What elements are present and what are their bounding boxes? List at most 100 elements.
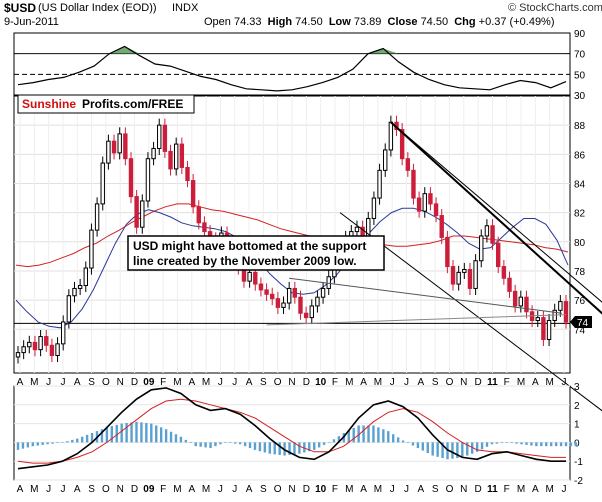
chart-name: (US Dollar Index (EOD)) bbox=[38, 2, 157, 14]
macd-x-label: N bbox=[288, 484, 295, 495]
macd-histogram-bar bbox=[253, 442, 257, 450]
macd-x-label: O bbox=[274, 484, 282, 495]
macd-tick-label: 1 bbox=[574, 420, 580, 431]
chart-symbol: $USD bbox=[4, 1, 37, 15]
macd-histogram-bar bbox=[71, 439, 74, 443]
chart-date: 9-Jun-2011 bbox=[4, 16, 59, 28]
macd-histogram-bar bbox=[416, 442, 420, 449]
candle-down bbox=[298, 296, 303, 314]
candle-up bbox=[518, 296, 524, 307]
candle-up bbox=[422, 193, 427, 212]
macd-histogram-bar bbox=[549, 442, 553, 447]
open-label: Open bbox=[204, 16, 231, 28]
macd-x-label: A bbox=[188, 484, 195, 495]
macd-histogram-bar bbox=[510, 442, 513, 444]
oscillator-panel bbox=[13, 32, 571, 96]
macd-histogram-bar bbox=[559, 442, 563, 447]
macd-histogram-bar bbox=[76, 438, 79, 443]
macd-histogram-bar bbox=[61, 442, 64, 443]
candle-down bbox=[275, 298, 281, 308]
candle-down bbox=[179, 143, 185, 168]
copyright[interactable]: © StockCharts.com bbox=[508, 2, 602, 14]
macd-x-label: M bbox=[202, 484, 210, 495]
candle-down bbox=[202, 222, 207, 233]
candle-down bbox=[416, 197, 422, 212]
candle-down bbox=[190, 180, 196, 208]
price-x-label: O bbox=[446, 377, 454, 388]
last-price-marker bbox=[570, 315, 592, 328]
macd-histogram-bar bbox=[140, 422, 143, 443]
macd-x-label: M bbox=[517, 484, 525, 495]
candle-down bbox=[292, 287, 298, 298]
macd-histogram-bar bbox=[441, 442, 444, 459]
macd-histogram-bar bbox=[26, 442, 30, 448]
price-x-label: D bbox=[131, 377, 138, 388]
macd-histogram-bar bbox=[392, 434, 395, 443]
macd-histogram-bar bbox=[51, 442, 54, 444]
macd-x-label: M bbox=[173, 484, 181, 495]
macd-histogram-bar bbox=[387, 431, 390, 443]
low-label: Low bbox=[328, 16, 351, 28]
last-price-label: 74 bbox=[577, 318, 589, 329]
candle-down bbox=[111, 140, 117, 154]
macd-histogram-bar bbox=[293, 442, 296, 455]
candle-up bbox=[27, 341, 32, 348]
macd-x-label: J bbox=[232, 484, 237, 495]
macd-histogram-bar bbox=[490, 442, 494, 445]
macd-histogram-bar bbox=[367, 425, 370, 443]
price-x-label: D bbox=[303, 377, 310, 388]
price-x-label: A bbox=[188, 377, 195, 388]
macd-histogram-bar bbox=[426, 442, 429, 454]
candle-up bbox=[247, 271, 252, 282]
macd-x-label: A bbox=[246, 484, 253, 495]
high-value: 74.50 bbox=[295, 16, 323, 28]
price-x-label: F bbox=[160, 377, 166, 388]
candle-down bbox=[512, 290, 518, 307]
candle-up bbox=[558, 301, 563, 311]
macd-histogram-bar bbox=[204, 442, 207, 448]
macd-histogram-bar bbox=[372, 425, 375, 443]
macd-histogram-bar bbox=[194, 442, 197, 447]
macd-histogram-bar bbox=[480, 442, 484, 450]
macd-histogram-bar bbox=[100, 429, 104, 443]
macd-histogram-bar bbox=[470, 442, 474, 454]
candle-down bbox=[196, 206, 201, 224]
macd-histogram-bar bbox=[347, 430, 350, 443]
price-x-label: N bbox=[288, 377, 295, 388]
candle-down bbox=[128, 158, 134, 198]
macd-histogram-bar bbox=[36, 442, 39, 446]
macd-histogram-bar bbox=[411, 442, 415, 446]
price-x-label: A bbox=[17, 377, 24, 388]
macd-x-label: 11 bbox=[487, 484, 498, 495]
macd-histogram-bar bbox=[238, 442, 242, 445]
candle-up bbox=[151, 147, 156, 160]
price-x-label: M bbox=[202, 377, 210, 388]
macd-histogram-bar bbox=[90, 433, 94, 443]
price-x-label: M bbox=[374, 377, 382, 388]
macd-histogram-bar bbox=[56, 442, 59, 444]
macd-histogram-bar bbox=[337, 436, 341, 443]
price-tick-label: 82 bbox=[574, 209, 586, 220]
annotation-box bbox=[127, 235, 385, 271]
candle-up bbox=[89, 229, 94, 269]
macd-histogram-bar bbox=[135, 421, 138, 443]
macd-histogram-bar bbox=[322, 442, 326, 445]
macd-x-label: N bbox=[460, 484, 467, 495]
candle-down bbox=[258, 283, 264, 291]
candle-down bbox=[185, 166, 190, 182]
support-trendline bbox=[266, 314, 567, 326]
price-x-label: M bbox=[173, 377, 181, 388]
macd-histogram-bar bbox=[273, 442, 276, 455]
macd-histogram-bar bbox=[150, 423, 153, 443]
price-x-label: J bbox=[60, 377, 65, 388]
price-x-label: J bbox=[218, 377, 223, 388]
macd-histogram-bar bbox=[46, 442, 49, 445]
candle-up bbox=[94, 203, 100, 231]
candle-down bbox=[405, 158, 411, 171]
macd-x-label: N bbox=[117, 484, 124, 495]
candle-down bbox=[123, 133, 128, 160]
price-x-label: N bbox=[460, 377, 467, 388]
resistance-trendline-inner bbox=[390, 121, 602, 303]
annotation-line1: USD might have bottomed at the support bbox=[133, 239, 366, 253]
